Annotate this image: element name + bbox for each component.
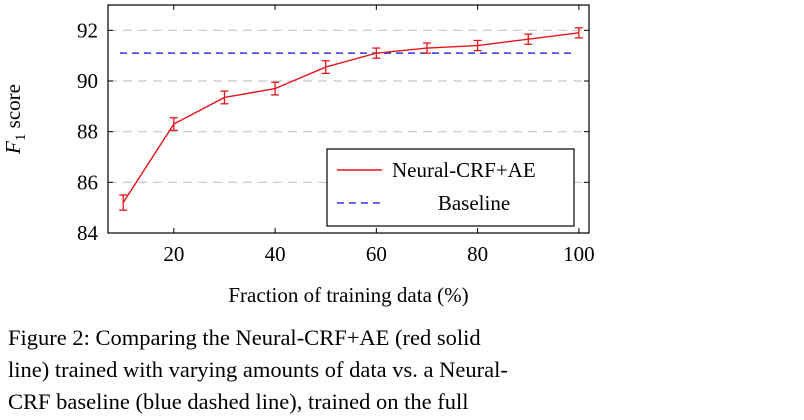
y-tick-label: 88	[77, 120, 98, 144]
error-bar	[169, 117, 178, 132]
x-axis-label: Fraction of training data (%)	[228, 283, 468, 307]
y-axis-label: F1 score	[1, 84, 29, 155]
neural-crf-ae-line	[122, 32, 579, 203]
error-bar	[372, 47, 381, 59]
figure-caption: Figure 2: Comparing the Neural-CRF+AE (r…	[8, 322, 608, 418]
x-tick-label: 40	[265, 242, 286, 266]
y-tick-label: 90	[77, 69, 98, 93]
y-tick-label: 84	[77, 221, 99, 245]
x-tick-label: 20	[163, 242, 184, 266]
y-axis-label-main: F	[1, 141, 25, 155]
legend-box	[326, 148, 575, 227]
error-bar	[574, 27, 583, 39]
caption-line: CRF baseline (blue dashed line), trained…	[8, 389, 469, 414]
legend: Neural-CRF+AE Baseline	[326, 148, 575, 227]
caption-line: Figure 2: Comparing the Neural-CRF+AE (r…	[8, 325, 481, 350]
chart: 20 40 60 80 100 84 86 88 90 92 Fraction of train…	[1, 4, 595, 307]
y-tick-label: 92	[77, 18, 98, 42]
legend-label-baseline: Baseline	[438, 191, 510, 215]
caption-line: line) trained with varying amounts of da…	[8, 357, 508, 382]
x-tick-label: 100	[563, 242, 595, 266]
legend-label-neural-crf-ae: Neural-CRF+AE	[392, 158, 536, 182]
error-bar	[524, 33, 533, 45]
x-axis-ticks: 20 40 60 80 100	[163, 5, 595, 266]
neural-crf-ae-series	[119, 27, 583, 211]
error-bar	[271, 81, 280, 96]
x-tick-label: 60	[366, 242, 387, 266]
y-axis-label-rest: score	[1, 84, 25, 134]
error-bar	[422, 42, 431, 54]
error-bar	[473, 39, 482, 52]
error-bar	[321, 60, 330, 75]
y-tick-label: 86	[77, 170, 98, 194]
y-axis-ticks: 84 86 88 90 92	[77, 18, 589, 245]
y-axis-label-subscript: 1	[13, 134, 29, 142]
plot-frame	[107, 4, 590, 234]
svg-text:F1 score: F1 score	[1, 84, 29, 155]
x-tick-label: 80	[467, 242, 488, 266]
error-bar	[119, 194, 128, 211]
error-bar	[220, 90, 229, 105]
